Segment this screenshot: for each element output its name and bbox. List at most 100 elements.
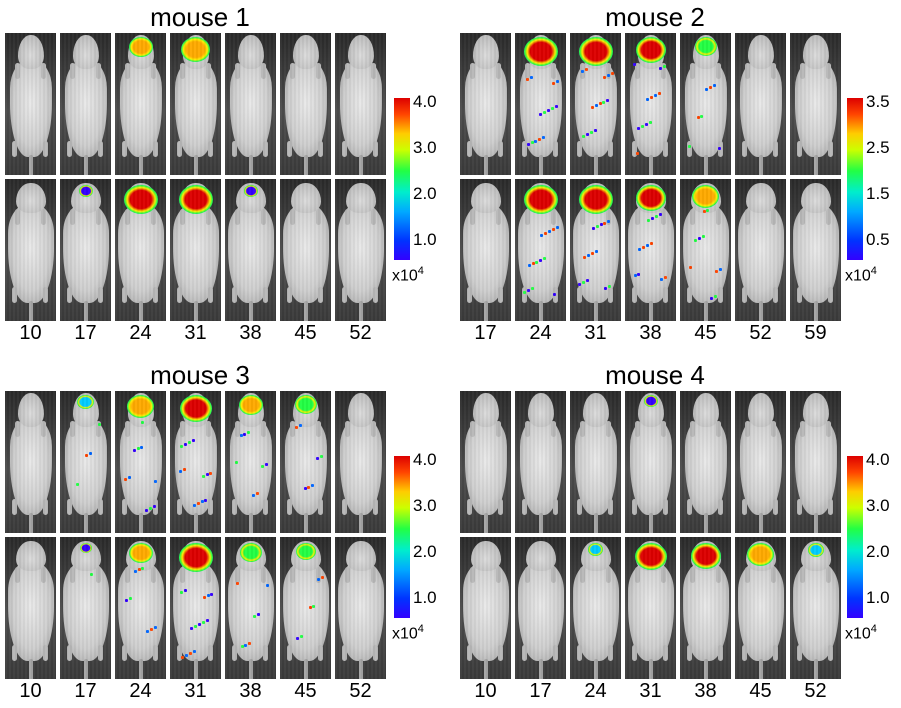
signal-speck [185, 654, 188, 657]
fore-leg [716, 567, 721, 583]
mouse-tail [358, 155, 363, 175]
mouse-tail [703, 659, 708, 679]
mouse-head [472, 393, 499, 427]
hind-leg [797, 287, 802, 303]
signal-speck [713, 84, 716, 87]
signal-speck [261, 465, 264, 468]
hind-leg [828, 287, 833, 303]
fore-leg [470, 421, 475, 437]
fore-leg [180, 421, 185, 437]
hind-leg [263, 141, 268, 157]
mouse-head [292, 393, 319, 427]
signal-speck [98, 423, 101, 426]
fore-leg [15, 209, 20, 225]
signal-speck [535, 261, 538, 264]
signal-speck [203, 596, 206, 599]
hind-leg [153, 645, 158, 661]
mouse-head [125, 183, 156, 213]
signal-speck [694, 239, 697, 242]
hind-leg [522, 141, 527, 157]
hind-leg [318, 287, 323, 303]
fore-leg [290, 567, 295, 583]
signal-speck [184, 443, 187, 446]
signal-speck [578, 283, 581, 286]
mouse-body [282, 203, 329, 303]
bioluminescence-signal [692, 185, 719, 208]
mouse-tail [303, 659, 308, 679]
signal-speck [149, 507, 152, 510]
hind-leg [43, 287, 48, 303]
mouse-head [72, 35, 99, 69]
fore-leg [470, 63, 475, 79]
signal-speck [595, 250, 598, 253]
mouse-body [794, 417, 837, 515]
fore-leg [635, 421, 640, 437]
fore-leg [70, 421, 75, 437]
signal-speck [607, 220, 610, 223]
mouse-body [337, 203, 384, 303]
bioluminescence-signal [127, 395, 154, 418]
signal-speck [659, 67, 662, 70]
fore-leg [235, 63, 240, 79]
hind-leg [522, 499, 527, 515]
bioluminescence-signal [636, 185, 666, 211]
bioluminescence-signal [691, 543, 721, 569]
signal-speck [317, 578, 320, 581]
hind-leg [718, 499, 723, 515]
signal-speck [201, 500, 204, 503]
mouse-body [629, 59, 672, 157]
hind-leg [742, 287, 747, 303]
mouse-head [637, 393, 664, 427]
hind-leg [687, 287, 692, 303]
mouse-body [792, 203, 839, 303]
signal-speck [542, 136, 545, 139]
bioluminescence-signal [79, 185, 93, 197]
hind-leg [687, 645, 692, 661]
signal-speck [703, 210, 706, 213]
mouse-body [684, 417, 727, 515]
color-scale-bar [847, 98, 863, 260]
signal-speck [321, 576, 324, 579]
hind-leg [742, 499, 747, 515]
day-label: 52 [349, 322, 372, 344]
signal-speck [129, 597, 132, 600]
signal-speck [124, 478, 127, 481]
signal-speck [188, 441, 191, 444]
mouse-tail [703, 155, 708, 175]
scale-unit-exponent: 4 [417, 623, 424, 635]
fore-leg [15, 421, 20, 437]
signal-speck [133, 449, 136, 452]
signal-speck [718, 147, 721, 150]
mouse-head [290, 183, 321, 213]
frame-top-day-31 [170, 391, 221, 533]
mouse-tail [648, 301, 653, 321]
mouse-tail [813, 301, 818, 321]
signal-speck [582, 281, 585, 284]
mouse-body [229, 59, 272, 157]
fore-leg [371, 209, 376, 225]
hind-leg [687, 499, 692, 515]
signal-speck [547, 109, 550, 112]
fore-leg [371, 63, 376, 79]
hind-leg [797, 645, 802, 661]
mouse-panel-3: mouse 3 10 17 24 31 38 45 52 [0, 358, 450, 708]
mouse-tail [538, 301, 543, 321]
mouse-head [745, 183, 776, 213]
mouse-body [119, 417, 162, 515]
hind-leg [632, 645, 637, 661]
signal-speck [649, 121, 652, 124]
frame-top-day-24 [515, 33, 566, 175]
signal-speck [236, 582, 239, 585]
signal-speck [190, 627, 193, 630]
hind-leg [773, 141, 778, 157]
frame-bottom-day-10 [5, 179, 56, 321]
signal-speck [153, 505, 156, 508]
mouse-body [284, 417, 327, 515]
frame-bottom-day-59 [790, 179, 841, 321]
hind-leg [287, 499, 292, 515]
fore-leg [635, 63, 640, 79]
mouse-panel-4: mouse 4 10 17 24 31 38 45 52 [455, 358, 901, 708]
fore-leg [151, 567, 156, 583]
fore-leg [151, 421, 156, 437]
mouse-body [464, 59, 507, 157]
